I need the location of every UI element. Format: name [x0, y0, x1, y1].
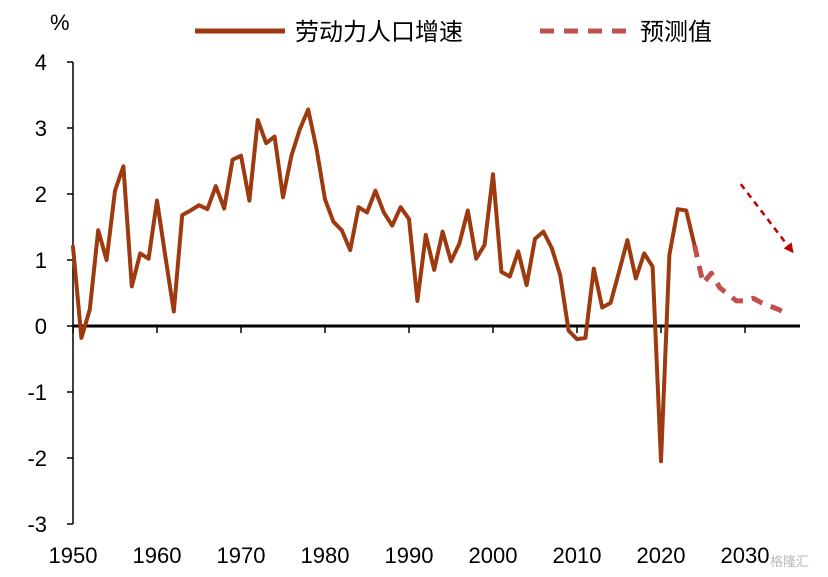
trend-arrow [739, 183, 794, 254]
x-tick-label: 1990 [385, 543, 434, 568]
y-tick-label: 4 [35, 50, 47, 75]
y-tick-label: 2 [35, 182, 47, 207]
y-unit-label: % [50, 10, 70, 35]
series-layer [71, 107, 789, 464]
x-tick-label: 1970 [217, 543, 266, 568]
y-tick-label: -3 [27, 512, 47, 537]
watermark: 格隆汇 [770, 554, 809, 570]
y-tick-label: 1 [35, 248, 47, 273]
y-tick-label: 0 [35, 314, 47, 339]
y-tick-label: -1 [27, 380, 47, 405]
annotation-layer [739, 183, 794, 254]
x-tick-label: 1950 [49, 543, 98, 568]
y-tick-label: 3 [35, 116, 47, 141]
x-tick-label: 2010 [553, 543, 602, 568]
x-tick-label: 2020 [637, 543, 686, 568]
x-tick-label: 2030 [721, 543, 770, 568]
x-tick-label: 2000 [469, 543, 518, 568]
forecast-series-line [692, 244, 789, 317]
x-tick-label: 1980 [301, 543, 350, 568]
x-tick-label: 1960 [133, 543, 182, 568]
legend-label: 预测值 [640, 18, 712, 46]
y-tick-label: -2 [27, 446, 47, 471]
legend-label: 劳动力人口增速 [295, 18, 463, 46]
legend: 劳动力人口增速 预测值 [195, 18, 712, 46]
labor-growth-series-line [71, 107, 697, 464]
